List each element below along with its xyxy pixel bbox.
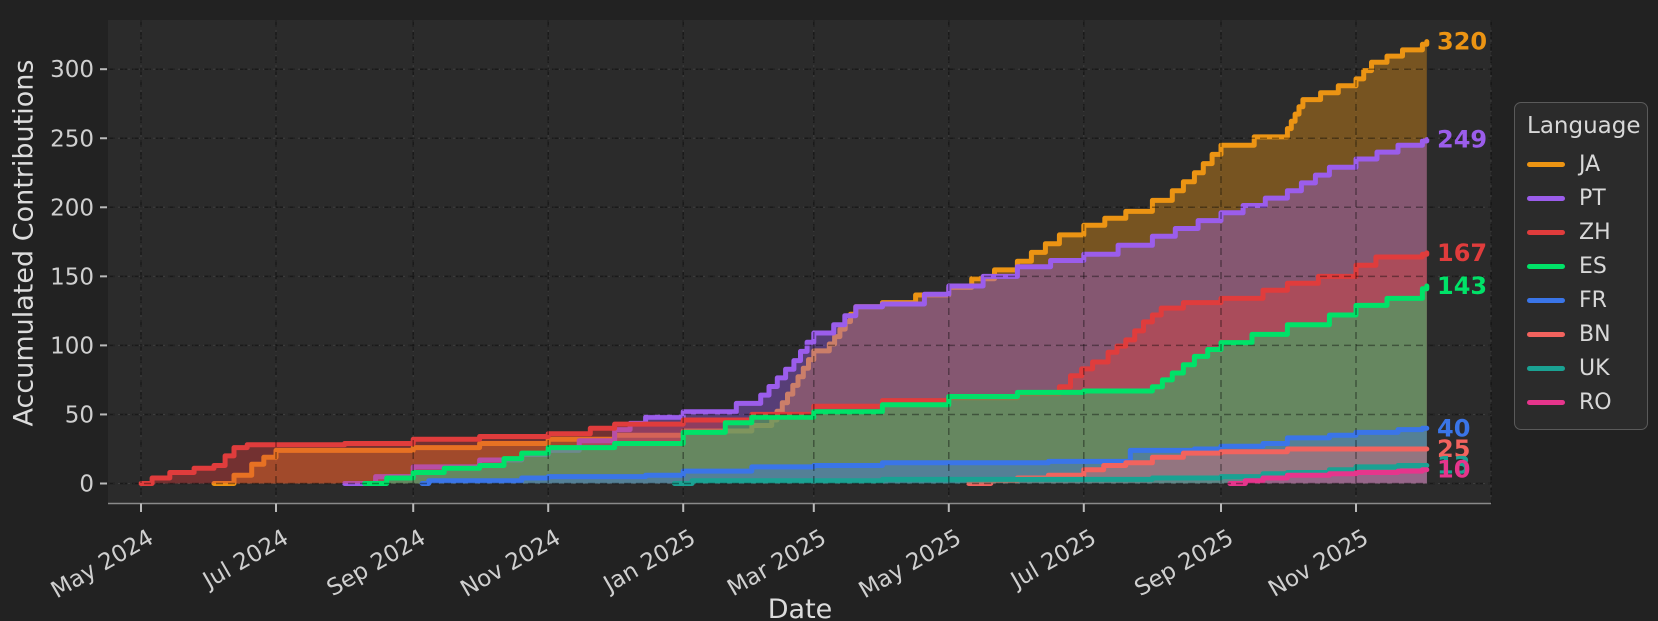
legend-label-zh: ZH	[1579, 219, 1611, 245]
legend-item-pt: PT	[1525, 181, 1637, 215]
y-tick-label: 0	[79, 472, 94, 498]
y-tick-label: 200	[50, 195, 94, 221]
end-label-fr: 40	[1437, 414, 1470, 442]
area-fill-ja	[214, 41, 1427, 484]
legend-item-es: ES	[1525, 249, 1637, 283]
legend-label-pt: PT	[1579, 185, 1606, 211]
end-label-uk: 13	[1437, 452, 1470, 480]
x-tick-label: May 2025	[855, 525, 966, 604]
legend-swatch-uk	[1527, 365, 1565, 371]
x-tick-label: May 2024	[47, 525, 158, 604]
legend-swatch-ro	[1527, 399, 1565, 405]
legend-item-ja: JA	[1525, 147, 1637, 181]
end-label-ro: 10	[1437, 456, 1470, 484]
x-axis-title: Date	[767, 594, 833, 621]
legend-item-ro: RO	[1525, 385, 1637, 419]
x-tick-label: Jul 2024	[197, 525, 293, 595]
legend-item-zh: ZH	[1525, 215, 1637, 249]
grid-over	[108, 20, 1492, 503]
legend-label-ro: RO	[1579, 389, 1612, 415]
area-fill-fr	[422, 428, 1427, 484]
legend-label-bn: BN	[1579, 321, 1611, 347]
legend-swatch-ja	[1527, 161, 1565, 167]
line-pt	[342, 137, 1430, 486]
legend-rows: JA PT ZH ES FR BN UK RO	[1525, 147, 1637, 419]
x-tick-label: Jan 2025	[598, 525, 700, 599]
y-tick-label: 150	[50, 264, 94, 290]
x-tick-label: Sep 2024	[323, 525, 431, 602]
y-tick-label: 250	[50, 126, 94, 152]
area-fill-pt	[344, 139, 1427, 484]
legend-swatch-fr	[1527, 297, 1565, 303]
y-tick-label: 100	[50, 333, 94, 359]
x-tick-label: Nov 2025	[1264, 525, 1373, 603]
line-es	[362, 283, 1430, 486]
x-tick-label: Nov 2024	[456, 525, 565, 603]
legend-swatch-es	[1527, 263, 1565, 269]
x-tick-label: Sep 2025	[1130, 525, 1238, 602]
end-label-es: 143	[1437, 272, 1487, 300]
legend: Language JA PT ZH ES FR BN UK RO	[1514, 102, 1648, 430]
area-fill-es	[364, 286, 1427, 484]
x-tick-label: Jul 2025	[1005, 525, 1101, 595]
y-tick-label: 50	[65, 402, 94, 428]
plot-area	[108, 20, 1491, 503]
end-label-ja: 320	[1437, 28, 1487, 56]
line-fr	[419, 425, 1430, 486]
legend-title: Language	[1527, 113, 1641, 139]
end-label-pt: 249	[1437, 126, 1487, 154]
y-axis-title: Accumulated Contributions	[8, 59, 40, 427]
x-tick-label: Mar 2025	[723, 525, 831, 602]
legend-label-fr: FR	[1579, 287, 1607, 313]
end-label-zh: 167	[1437, 239, 1487, 267]
y-tick-label: 300	[50, 57, 94, 83]
legend-label-es: ES	[1579, 253, 1607, 279]
legend-item-uk: UK	[1525, 351, 1637, 385]
series-layer	[138, 39, 1430, 486]
legend-item-bn: BN	[1525, 317, 1637, 351]
area-fill-zh	[141, 252, 1427, 484]
line-ro	[1227, 467, 1430, 486]
legend-swatch-pt	[1527, 195, 1565, 201]
legend-swatch-bn	[1527, 331, 1565, 337]
legend-item-fr: FR	[1525, 283, 1637, 317]
end-label-bn: 25	[1437, 435, 1470, 463]
legend-label-uk: UK	[1579, 355, 1610, 381]
legend-label-ja: JA	[1579, 151, 1601, 177]
legend-swatch-zh	[1527, 229, 1565, 235]
